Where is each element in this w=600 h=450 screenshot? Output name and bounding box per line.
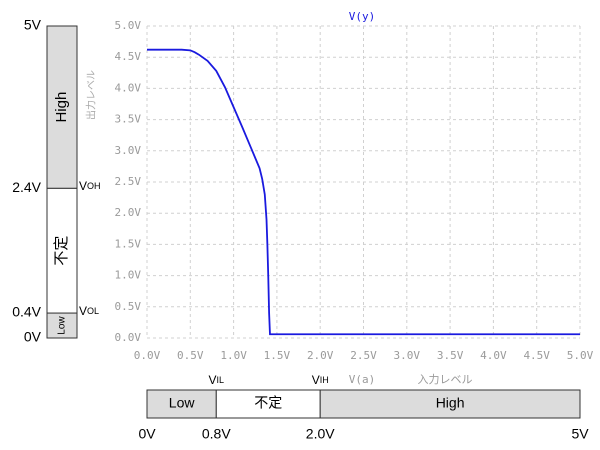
output-level-label: 5V	[24, 17, 42, 33]
y-tick-label: 4.0V	[115, 81, 142, 94]
y-tick-label: 0.5V	[115, 300, 142, 313]
output-level-label: 0V	[24, 329, 42, 345]
x-axis-label: V(a)	[349, 373, 376, 386]
threshold-symbol: V	[312, 373, 320, 387]
y-tick-label: 3.5V	[115, 113, 142, 126]
threshold-symbol: V	[209, 373, 217, 387]
x-tick-label: 4.0V	[480, 349, 507, 362]
input-level-label: 2.0V	[306, 426, 335, 442]
y-tick-label: 2.0V	[115, 206, 142, 219]
x-tick-label: 4.5V	[523, 349, 550, 362]
threshold-label: VOH	[79, 179, 101, 193]
x-tick-label: 1.5V	[264, 349, 291, 362]
y-tick-label: 2.5V	[115, 175, 142, 188]
y-tick-label: 0.0V	[115, 331, 142, 344]
output-zone-label: High	[53, 92, 70, 123]
x-tick-label: 2.0V	[307, 349, 334, 362]
threshold-subscript: IL	[217, 375, 225, 385]
input-zone-label: Low	[169, 395, 196, 411]
y-tick-label: 3.0V	[115, 144, 142, 157]
y-tick-label: 4.5V	[115, 50, 142, 63]
y-tick-label: 1.0V	[115, 269, 142, 282]
x-tick-label: 0.5V	[177, 349, 204, 362]
x-tick-label: 3.5V	[437, 349, 464, 362]
output-zone	[46, 187, 78, 314]
x-tick-label: 3.0V	[394, 349, 421, 362]
y-tick-label: 1.5V	[115, 237, 142, 250]
threshold-symbol: V	[79, 304, 87, 318]
output-zone-label: 不定	[53, 236, 70, 266]
chart-title: V(y)	[349, 10, 376, 23]
y-tick-label: 5.0V	[115, 19, 142, 32]
input-level-label: 0.8V	[202, 426, 231, 442]
x-tick-label: 2.5V	[350, 349, 377, 362]
input-zone	[215, 389, 321, 419]
x-axis-label-2: 入力レベル	[418, 373, 473, 386]
input-zone-label: High	[436, 395, 465, 411]
input-zone-label: 不定	[254, 395, 282, 411]
threshold-subscript: OH	[87, 182, 101, 192]
threshold-subscript: OL	[87, 306, 99, 316]
threshold-label: VOL	[79, 304, 99, 318]
output-zone	[46, 25, 78, 189]
output-level-label: 2.4V	[12, 179, 41, 195]
input-zone	[146, 389, 217, 419]
input-level-label: 0V	[138, 426, 156, 442]
threshold-label: VIH	[312, 373, 329, 387]
threshold-label: VIL	[209, 373, 225, 387]
input-level-label: 5V	[571, 426, 589, 442]
x-tick-label: 1.0V	[220, 349, 247, 362]
x-tick-label: 5.0V	[567, 349, 594, 362]
threshold-symbol: V	[79, 179, 87, 193]
y-axis-label: 出力レベル	[85, 70, 98, 120]
output-level-label: 0.4V	[12, 304, 41, 320]
x-tick-label: 0.0V	[134, 349, 161, 362]
output-zone-label: Low	[57, 316, 68, 335]
data-line	[147, 48, 580, 336]
threshold-subscript: IH	[320, 375, 329, 385]
input-zone	[319, 389, 581, 419]
